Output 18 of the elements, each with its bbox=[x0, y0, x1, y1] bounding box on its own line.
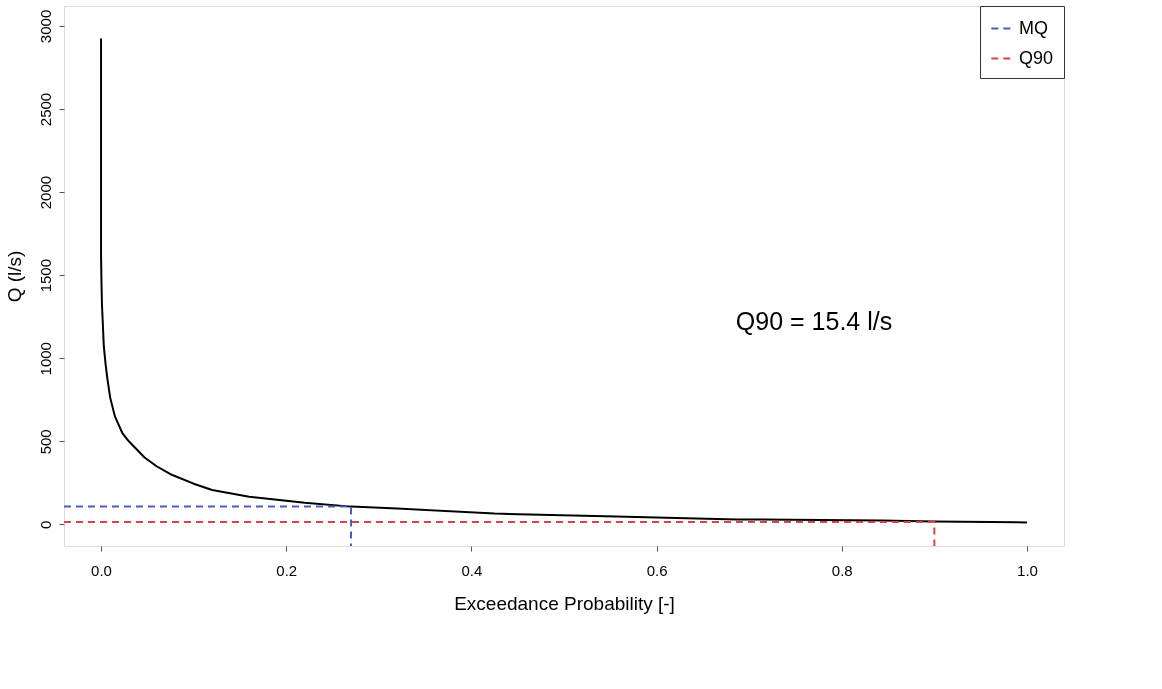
y-axis-title: Q (l/s) bbox=[3, 250, 25, 303]
x-tick-label: 0.0 bbox=[91, 561, 112, 579]
x-tick-label: 1.0 bbox=[1017, 561, 1038, 579]
y-tick-label: 2500 bbox=[36, 92, 54, 127]
y-tick-label: 3000 bbox=[36, 9, 54, 44]
x-tick-label: 0.4 bbox=[461, 561, 483, 579]
y-tick-label: 1500 bbox=[36, 258, 54, 293]
x-tick-label: 0.6 bbox=[646, 561, 668, 579]
x-tick-label: 0.2 bbox=[276, 561, 298, 579]
annotation: Q90 = 15.4 l/s bbox=[735, 306, 893, 335]
x-axis-title: Exceedance Probability [-] bbox=[454, 592, 675, 614]
y-tick-label: 500 bbox=[36, 429, 54, 455]
legend-label: Q90 bbox=[1019, 47, 1054, 68]
x-tick-label: 0.8 bbox=[831, 561, 853, 579]
y-tick-label: 2000 bbox=[36, 175, 54, 210]
y-tick-label: 0 bbox=[36, 520, 54, 530]
y-tick-label: 1000 bbox=[36, 342, 54, 376]
legend-label: MQ bbox=[1019, 17, 1048, 38]
